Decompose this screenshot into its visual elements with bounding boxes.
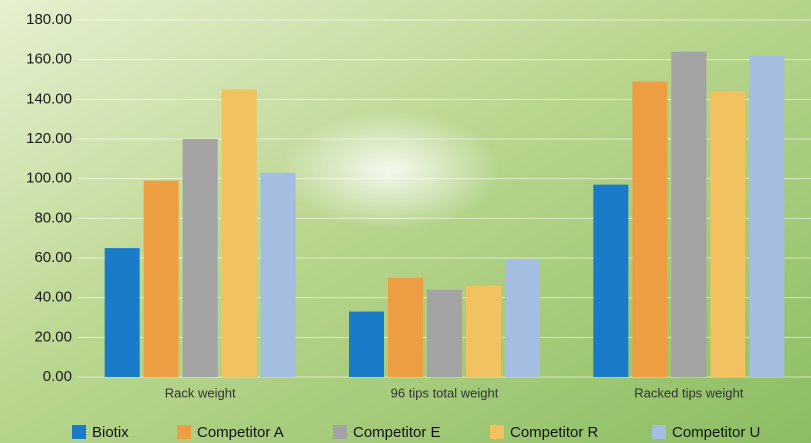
y-tick-label: 60.00 bbox=[34, 249, 72, 266]
legend-swatch bbox=[652, 425, 666, 439]
legend-swatch bbox=[177, 425, 191, 439]
bar bbox=[104, 248, 140, 377]
y-tick-label: 180.00 bbox=[26, 11, 72, 28]
bar bbox=[388, 277, 423, 377]
legend-label: Competitor E bbox=[353, 424, 441, 441]
bar bbox=[671, 51, 707, 377]
bar bbox=[710, 91, 746, 378]
y-tick-label: 120.00 bbox=[26, 130, 72, 147]
legend-swatch bbox=[490, 425, 504, 439]
bar bbox=[749, 55, 785, 377]
background-highlight bbox=[280, 110, 500, 230]
bar bbox=[143, 180, 179, 377]
legend-swatch bbox=[333, 425, 347, 439]
bar bbox=[427, 289, 462, 377]
bar bbox=[260, 172, 296, 377]
bar bbox=[221, 89, 257, 378]
legend-swatch bbox=[72, 425, 86, 439]
x-tick-label: Racked tips weight bbox=[634, 385, 743, 400]
legend-label: Biotix bbox=[92, 424, 129, 441]
x-tick-label: 96 tips total weight bbox=[391, 385, 499, 400]
y-tick-label: 100.00 bbox=[26, 170, 72, 187]
y-tick-label: 80.00 bbox=[34, 209, 72, 226]
y-tick-label: 140.00 bbox=[26, 90, 72, 107]
bar bbox=[593, 184, 629, 377]
bar bbox=[505, 259, 540, 377]
legend-label: Competitor A bbox=[197, 424, 284, 441]
y-tick-label: 40.00 bbox=[34, 289, 72, 306]
bar bbox=[632, 81, 668, 377]
y-tick-label: 20.00 bbox=[34, 328, 72, 345]
x-tick-label: Rack weight bbox=[165, 385, 236, 400]
bar bbox=[349, 311, 384, 377]
bar bbox=[182, 139, 218, 377]
y-tick-label: 0.00 bbox=[43, 368, 72, 385]
y-tick-label: 160.00 bbox=[26, 51, 72, 68]
bar bbox=[466, 285, 501, 377]
legend-label: Competitor R bbox=[510, 424, 599, 441]
legend-label: Competitor U bbox=[672, 424, 760, 441]
